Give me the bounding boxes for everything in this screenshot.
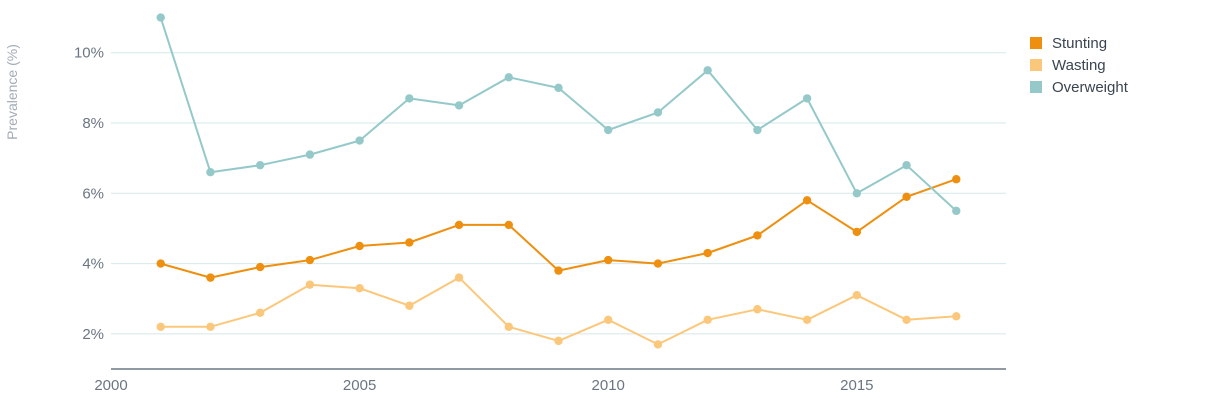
data-point-overweight[interactable] <box>305 150 315 159</box>
data-point-wasting[interactable] <box>852 291 862 300</box>
y-tick-label: 10% <box>74 45 104 62</box>
data-point-wasting[interactable] <box>255 308 265 317</box>
legend-item-wasting[interactable]: Wasting <box>1030 54 1128 76</box>
data-point-wasting[interactable] <box>405 301 414 310</box>
data-point-stunting[interactable] <box>355 241 364 251</box>
data-point-overweight[interactable] <box>653 108 663 117</box>
data-point-wasting[interactable] <box>554 336 563 346</box>
data-point-wasting[interactable] <box>604 315 613 324</box>
data-point-wasting[interactable] <box>902 315 911 324</box>
x-tick-label: 2005 <box>343 377 376 394</box>
data-point-stunting[interactable] <box>454 220 464 230</box>
data-point-overweight[interactable] <box>604 125 613 135</box>
y-tick-label: 4% <box>82 256 104 273</box>
data-point-stunting[interactable] <box>504 220 513 230</box>
data-point-overweight[interactable] <box>554 83 563 93</box>
series-wasting <box>156 273 961 349</box>
data-point-stunting[interactable] <box>703 248 712 258</box>
data-point-wasting[interactable] <box>355 283 364 293</box>
data-point-wasting[interactable] <box>802 315 812 324</box>
data-point-wasting[interactable] <box>156 322 165 332</box>
data-point-stunting[interactable] <box>852 227 862 237</box>
y-tick-label: 8% <box>82 115 104 132</box>
data-point-wasting[interactable] <box>753 305 762 314</box>
series-stunting <box>156 175 961 282</box>
data-point-overweight[interactable] <box>802 94 812 103</box>
data-point-wasting[interactable] <box>952 312 961 321</box>
legend-swatch-wasting <box>1030 59 1042 71</box>
data-point-stunting[interactable] <box>206 273 215 282</box>
data-point-overweight[interactable] <box>902 160 911 170</box>
x-tick-label: 2015 <box>840 377 873 394</box>
legend-label-overweight: Overweight <box>1052 78 1128 96</box>
data-point-wasting[interactable] <box>206 322 215 332</box>
data-point-stunting[interactable] <box>405 238 414 247</box>
legend-label-stunting: Stunting <box>1052 34 1108 52</box>
data-point-overweight[interactable] <box>355 136 364 145</box>
data-point-stunting[interactable] <box>255 262 265 272</box>
data-point-stunting[interactable] <box>305 255 315 265</box>
data-point-stunting[interactable] <box>554 266 563 275</box>
data-point-stunting[interactable] <box>604 255 613 265</box>
series-overweight <box>156 13 961 216</box>
y-axis-label: Prevalence (%) <box>4 44 20 140</box>
legend-label-wasting: Wasting <box>1052 56 1106 74</box>
data-point-overweight[interactable] <box>852 189 862 198</box>
x-tick-label: 2000 <box>94 377 127 394</box>
legend-swatch-overweight <box>1030 81 1042 93</box>
series-line-wasting <box>160 276 957 346</box>
y-tick-label: 6% <box>82 185 104 202</box>
data-point-wasting[interactable] <box>454 273 464 282</box>
x-tick-label: 2010 <box>592 377 625 394</box>
data-point-overweight[interactable] <box>753 125 762 135</box>
y-tick-label: 2% <box>82 326 104 343</box>
gridlines <box>111 52 1006 335</box>
data-point-stunting[interactable] <box>952 175 961 184</box>
series-line-overweight <box>159 17 957 212</box>
legend-item-overweight[interactable]: Overweight <box>1030 76 1128 98</box>
legend: Stunting Wasting Overweight <box>1030 32 1128 98</box>
legend-item-stunting[interactable]: Stunting <box>1030 32 1128 54</box>
data-point-stunting[interactable] <box>753 231 762 240</box>
series-line-stunting <box>160 178 957 279</box>
data-point-overweight[interactable] <box>454 101 464 110</box>
data-point-overweight[interactable] <box>504 73 513 82</box>
data-point-overweight[interactable] <box>156 13 165 22</box>
data-point-overweight[interactable] <box>952 206 961 216</box>
data-point-overweight[interactable] <box>703 66 712 75</box>
data-point-wasting[interactable] <box>305 280 315 289</box>
y-tick-labels: 2% 4% 6% 8% 10% <box>74 45 104 343</box>
series-group <box>156 13 961 349</box>
data-point-wasting[interactable] <box>653 340 663 349</box>
data-point-wasting[interactable] <box>703 315 712 324</box>
data-point-stunting[interactable] <box>156 259 165 268</box>
data-point-stunting[interactable] <box>653 259 663 268</box>
legend-swatch-stunting <box>1030 37 1042 49</box>
x-tick-labels: 2000 2005 2010 2015 <box>94 377 873 394</box>
data-point-stunting[interactable] <box>802 196 812 205</box>
data-point-overweight[interactable] <box>405 94 414 103</box>
data-point-overweight[interactable] <box>206 168 215 177</box>
data-point-stunting[interactable] <box>902 192 911 201</box>
data-point-overweight[interactable] <box>255 160 265 170</box>
data-point-wasting[interactable] <box>504 322 513 332</box>
